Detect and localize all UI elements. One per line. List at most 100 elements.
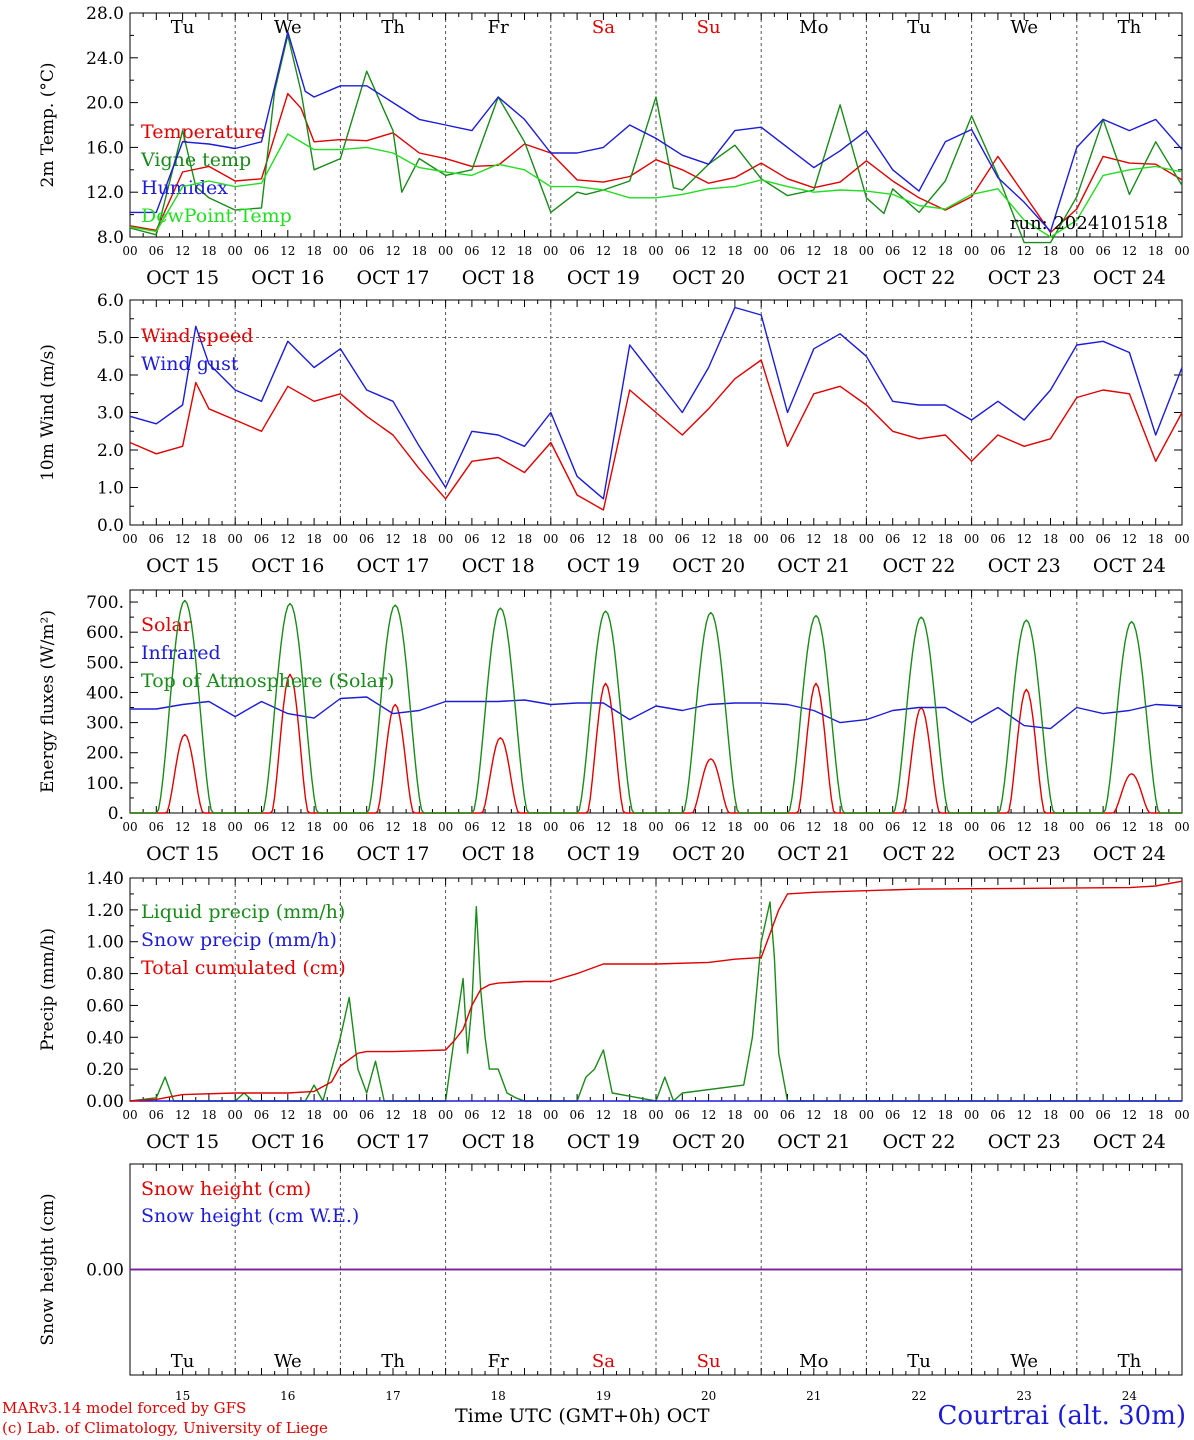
- day-number-label: 18: [491, 1389, 506, 1403]
- hour-tick-label: 18: [938, 532, 953, 546]
- hour-tick-label: 18: [938, 1108, 953, 1122]
- y-axis-title: 10m Wind (m/s): [38, 344, 58, 481]
- hour-tick-label: 00: [228, 820, 243, 834]
- hour-tick-label: 06: [990, 820, 1005, 834]
- y-tick-label: 6.0: [97, 291, 124, 311]
- hour-tick-label: 12: [280, 820, 295, 834]
- weekday-label: Sa: [592, 1351, 615, 1372]
- date-label: OCT 22: [882, 1131, 955, 1153]
- date-label: OCT 22: [882, 555, 955, 577]
- hour-tick-label: 12: [911, 244, 926, 258]
- y-tick-label: 0.0: [97, 516, 124, 536]
- series-total-cumulated-cm-: [129, 880, 1183, 1102]
- hour-tick-label: 12: [385, 532, 400, 546]
- hour-tick-label: 00: [1069, 244, 1084, 258]
- hour-tick-label: 18: [306, 244, 321, 258]
- y-tick-label: 3.0: [97, 404, 124, 424]
- hour-tick-label: 12: [806, 820, 821, 834]
- hour-tick-label: 06: [464, 244, 479, 258]
- hour-tick-label: 18: [1043, 820, 1058, 834]
- hour-tick-label: 12: [1017, 1108, 1032, 1122]
- hour-tick-label: 06: [1095, 244, 1110, 258]
- y-axis-title: 2m Temp. (°C): [38, 62, 58, 187]
- hour-tick-label: 18: [938, 244, 953, 258]
- hour-tick-label: 12: [806, 244, 821, 258]
- panel-energy: 0. 100. 200. 300. 400. 500. 600. 700. Energy flu…: [38, 589, 1190, 865]
- series-dewpoint-temp: [129, 133, 1183, 238]
- y-tick-label: 2.0: [97, 441, 124, 461]
- legend-entry: Temperature: [141, 121, 265, 143]
- date-label: OCT 15: [146, 1131, 219, 1153]
- hour-tick-label: 06: [359, 532, 374, 546]
- hour-tick-label: 12: [491, 244, 506, 258]
- hour-tick-label: 06: [569, 532, 584, 546]
- y-tick-label: 300.: [86, 714, 124, 734]
- hour-tick-label: 06: [780, 532, 795, 546]
- hour-tick-label: 00: [438, 532, 453, 546]
- day-number-label: 21: [806, 1389, 821, 1403]
- hour-tick-label: 00: [122, 244, 137, 258]
- weekday-label: Th: [381, 17, 405, 38]
- hour-tick-label: 06: [1095, 532, 1110, 546]
- hour-tick-label: 06: [569, 244, 584, 258]
- hour-tick-label: 12: [175, 820, 190, 834]
- hour-tick-label: 00: [754, 1108, 769, 1122]
- hour-tick-label: 18: [201, 532, 216, 546]
- hour-tick-label: 12: [701, 820, 716, 834]
- date-label: OCT 17: [356, 1131, 429, 1153]
- hour-tick-label: 18: [412, 532, 427, 546]
- weekday-label: Tu: [907, 17, 931, 38]
- weekday-label: We: [274, 17, 302, 38]
- panel-wind: 0.0 1.0 2.0 3.0 4.0 5.0 6.0 10m Wind (m/s) 00 06 1…: [38, 291, 1190, 577]
- date-label: OCT 16: [251, 1131, 324, 1153]
- hour-tick-label: 06: [254, 1108, 269, 1122]
- hour-tick-label: 06: [359, 820, 374, 834]
- hour-tick-label: 00: [648, 244, 663, 258]
- y-tick-label: 20.0: [86, 94, 124, 114]
- date-label: OCT 15: [146, 843, 219, 865]
- hour-tick-label: 12: [1017, 820, 1032, 834]
- date-label: OCT 17: [356, 843, 429, 865]
- legend-entry: Liquid precip (mm/h): [141, 901, 345, 923]
- y-axis-title: Precip (mm/h): [38, 928, 58, 1051]
- hour-tick-label: 12: [596, 1108, 611, 1122]
- hour-tick-label: 06: [149, 1108, 164, 1122]
- weekday-label: Th: [381, 1351, 405, 1372]
- y-tick-label: 400.: [86, 683, 124, 703]
- y-tick-label: 0.40: [86, 1028, 124, 1048]
- date-label: OCT 20: [672, 1131, 745, 1153]
- hour-tick-label: 18: [1148, 532, 1163, 546]
- hour-tick-label: 00: [1174, 532, 1189, 546]
- hour-tick-label: 00: [438, 820, 453, 834]
- hour-tick-label: 12: [806, 532, 821, 546]
- hour-tick-label: 00: [543, 244, 558, 258]
- hour-tick-label: 06: [885, 532, 900, 546]
- weekday-label: Fr: [488, 1351, 509, 1372]
- date-label: OCT 15: [146, 555, 219, 577]
- series-wind-speed: [129, 359, 1183, 511]
- weekday-label: Th: [1118, 1351, 1142, 1372]
- hour-tick-label: 00: [964, 532, 979, 546]
- y-tick-label: 0.60: [86, 996, 124, 1016]
- hour-tick-label: 00: [543, 1108, 558, 1122]
- hour-tick-label: 12: [1017, 244, 1032, 258]
- date-label: OCT 24: [1093, 555, 1166, 577]
- y-tick-label: 700.: [86, 593, 124, 613]
- hour-tick-label: 18: [517, 820, 532, 834]
- date-label: OCT 19: [567, 843, 640, 865]
- hour-tick-label: 12: [175, 244, 190, 258]
- weekday-label: We: [274, 1351, 302, 1372]
- hour-tick-label: 00: [333, 244, 348, 258]
- hour-tick-label: 12: [280, 532, 295, 546]
- y-tick-label: 0.00: [86, 1092, 124, 1112]
- date-label: OCT 17: [356, 267, 429, 289]
- series-wind-gust: [129, 306, 1183, 500]
- hour-tick-label: 12: [175, 532, 190, 546]
- hour-tick-label: 18: [1043, 244, 1058, 258]
- date-label: OCT 20: [672, 267, 745, 289]
- legend-entry: Infrared: [141, 642, 221, 664]
- hour-tick-label: 06: [885, 820, 900, 834]
- hour-tick-label: 18: [1148, 1108, 1163, 1122]
- weekday-label: Tu: [171, 17, 195, 38]
- date-label: OCT 18: [462, 267, 535, 289]
